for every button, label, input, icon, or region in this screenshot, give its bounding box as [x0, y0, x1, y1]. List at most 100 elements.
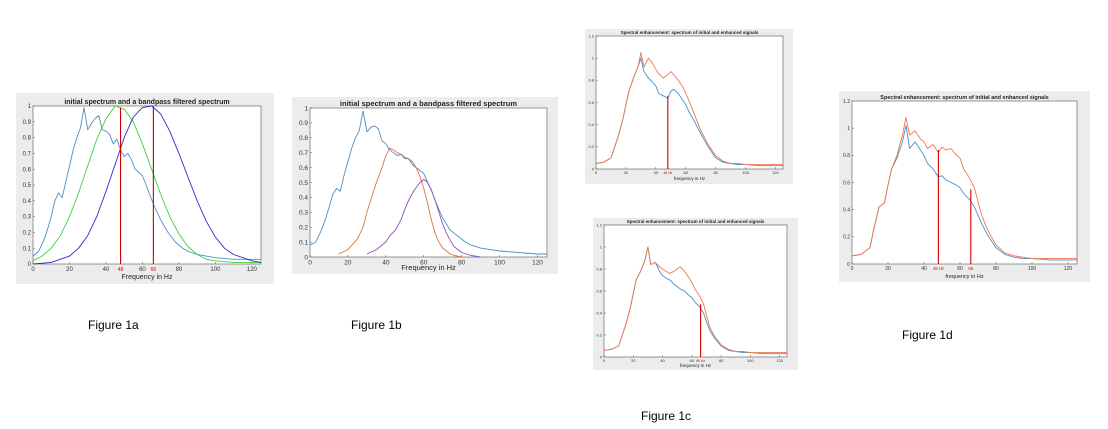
caption-figure-1c: Figure 1c [641, 409, 692, 423]
chart-fig1d: Spectral enhancement: spectrum of initia… [843, 95, 1078, 280]
y-tick-label: 0.7 [23, 152, 32, 158]
chart-panel-fig1c-top: Spectral enhancement: spectrum of initia… [585, 29, 793, 184]
y-tick-label: 0.5 [299, 180, 308, 187]
chart-title: Spectral enhancement: spectrum of initia… [621, 30, 759, 35]
y-tick-label: 1 [28, 104, 32, 110]
chart-title: initial spectrum and a bandpass filtered… [340, 99, 517, 108]
x-tick-label: 80 [176, 267, 183, 273]
y-tick-label: 0.4 [843, 207, 850, 213]
y-tick-label: 0.5 [23, 183, 32, 189]
y-tick-label: 0.1 [299, 239, 308, 246]
y-tick-label: 0.2 [588, 144, 594, 149]
x-tick-label: 80 [719, 358, 724, 363]
chart-fig1a: initial spectrum and a bandpass filtered… [23, 99, 262, 281]
x-tick-label: 80 [993, 266, 999, 272]
marker-label-2: 66 [968, 266, 973, 271]
plot-area [309, 107, 548, 258]
marker-label-1: 48 Hz [933, 266, 944, 271]
y-tick-label: 1 [592, 56, 595, 61]
series-line-2 [851, 116, 1077, 260]
x-tick-label: 80 [458, 260, 466, 267]
x-tick-label: 100 [494, 260, 505, 267]
x-tick-label: 0 [308, 260, 312, 267]
y-tick-label: 0.9 [23, 120, 32, 126]
y-tick-label: 0.9 [299, 120, 308, 127]
x-tick-label: 0 [851, 266, 854, 272]
y-tick-label: 0.8 [843, 153, 850, 159]
plot-area [603, 224, 788, 358]
chart-fig1c-bottom: Spectral enhancement: spectrum of initia… [596, 219, 788, 368]
x-tick-label: 120 [776, 358, 783, 363]
plot-area [32, 105, 262, 265]
chart-fig1c-top: Spectral enhancement: spectrum of initia… [588, 30, 784, 181]
marker-label-1: 66 Hz [696, 359, 705, 363]
x-tick-label: 60 [684, 170, 689, 175]
marker-label-2: 66 [151, 267, 157, 273]
x-tick-label: 40 [103, 267, 110, 273]
x-tick-label: 100 [747, 358, 754, 363]
x-tick-label: 0 [31, 267, 35, 273]
y-tick-label: 0.6 [588, 100, 594, 105]
series-line-2 [595, 52, 783, 166]
y-tick-label: 0.6 [23, 167, 32, 173]
x-tick-label: 40 [660, 358, 665, 363]
x-tick-label: 20 [885, 266, 891, 272]
y-tick-label: 0 [600, 354, 603, 359]
x-axis-label: frequency in Hz [674, 176, 706, 181]
plot-area [851, 100, 1078, 265]
x-tick-label: 100 [210, 267, 221, 273]
series-line-2 [603, 246, 787, 354]
y-tick-label: 0.6 [843, 180, 850, 186]
y-tick-label: 0.6 [299, 165, 308, 172]
y-tick-label: 0.8 [588, 78, 594, 83]
series-line-1 [309, 110, 547, 255]
chart-title: Spectral enhancement: spectrum of initia… [880, 95, 1048, 101]
chart-title: initial spectrum and a bandpass filtered… [64, 99, 229, 106]
caption-figure-1a: Figure 1a [88, 318, 139, 332]
x-tick-label: 60 [957, 266, 963, 272]
x-tick-label: 60 [690, 358, 695, 363]
x-tick-label: 60 [420, 260, 428, 267]
y-tick-label: 0.4 [596, 310, 602, 315]
y-tick-label: 1 [304, 105, 308, 112]
y-tick-label: 0 [847, 262, 850, 268]
y-tick-label: 0.2 [23, 231, 32, 237]
y-tick-label: 0 [28, 262, 32, 268]
x-tick-label: 40 [921, 266, 927, 272]
series-line-3 [32, 105, 262, 265]
y-tick-label: 0.8 [596, 266, 602, 271]
x-tick-label: 100 [742, 170, 749, 175]
y-tick-label: 0.6 [596, 288, 602, 293]
y-tick-label: 1.2 [588, 33, 594, 38]
x-axis-label: frequency in Hz [680, 363, 712, 368]
x-tick-label: 0 [603, 358, 606, 363]
y-tick-label: 0.3 [23, 215, 32, 221]
x-tick-label: 120 [247, 267, 258, 273]
y-tick-label: 1 [600, 244, 603, 249]
x-tick-label: 60 [139, 267, 146, 273]
marker-label-1: 48 Hz [663, 171, 672, 175]
series-line-2 [32, 105, 261, 263]
y-tick-label: 0.1 [23, 246, 32, 252]
series-line-2 [338, 147, 462, 258]
y-tick-label: 1.2 [596, 222, 602, 227]
y-tick-label: 0.2 [596, 332, 602, 337]
chart-panel-fig1c-bottom: Spectral enhancement: spectrum of initia… [593, 218, 798, 370]
y-tick-label: 1.2 [843, 99, 850, 105]
x-axis-label: frequency in Hz [945, 274, 983, 280]
x-tick-label: 120 [1064, 266, 1073, 272]
chart-fig1b: initial spectrum and a bandpass filtered… [299, 99, 548, 272]
x-tick-label: 20 [624, 170, 629, 175]
series-line-3 [366, 179, 481, 258]
y-tick-label: 0 [592, 166, 595, 171]
x-tick-label: 120 [532, 260, 543, 267]
x-tick-label: 20 [631, 358, 636, 363]
y-tick-label: 0.4 [588, 122, 594, 127]
x-tick-label: 0 [595, 170, 598, 175]
y-tick-label: 0.4 [299, 195, 308, 202]
y-tick-label: 0.8 [23, 136, 32, 142]
x-tick-label: 100 [1028, 266, 1037, 272]
x-tick-label: 120 [772, 170, 779, 175]
chart-title: Spectral enhancement: spectrum of initia… [627, 219, 765, 224]
x-axis-label: Frequency in Hz [401, 263, 456, 272]
